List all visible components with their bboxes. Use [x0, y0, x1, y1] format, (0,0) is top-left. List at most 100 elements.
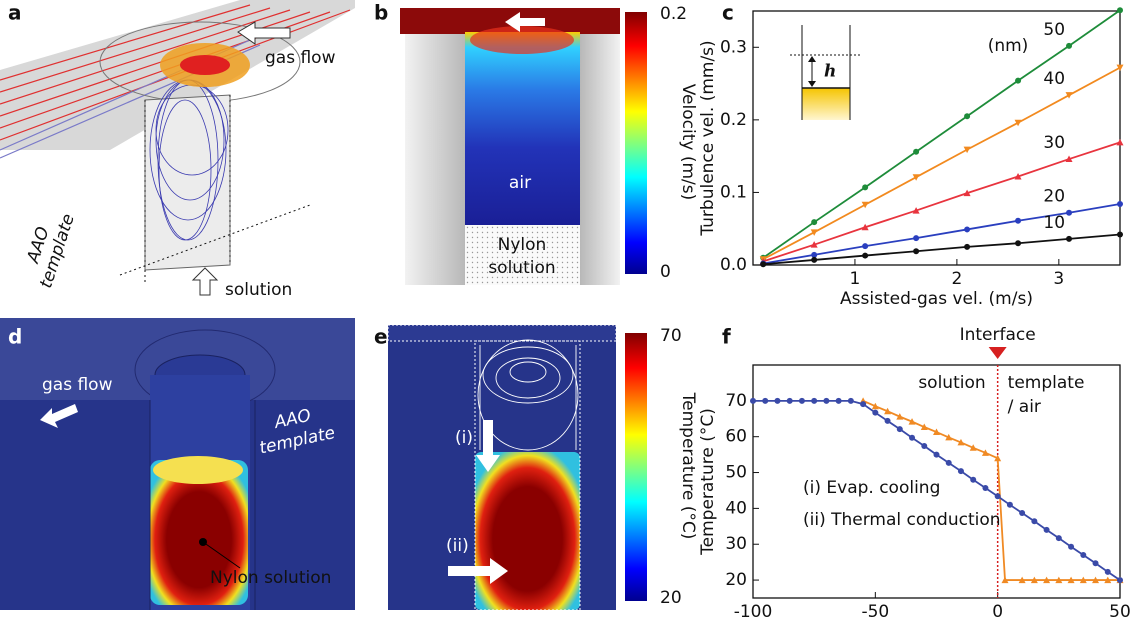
y-axis-label: Temperature (°C)	[698, 408, 718, 556]
series-label: 10	[1043, 213, 1065, 233]
marker	[933, 428, 940, 436]
marker	[1030, 576, 1038, 584]
y-tick-label: 60	[725, 427, 747, 447]
marker	[1014, 119, 1022, 127]
marker	[1079, 576, 1087, 584]
marker	[896, 413, 904, 420]
marker	[964, 113, 971, 120]
x-axis-label: Assisted-gas vel. (m/s)	[840, 289, 1033, 309]
marker	[994, 454, 1002, 462]
x-tick-label: 3	[1053, 269, 1064, 289]
flow-arrow	[40, 404, 78, 428]
marker	[810, 229, 818, 236]
marker	[1092, 576, 1100, 584]
interface-label: Interface	[960, 325, 1036, 345]
marker	[896, 426, 903, 433]
panel-e: (i) (ii) 70 20 Temperature (°C) e	[374, 324, 698, 611]
x-tick-label: 1	[850, 269, 861, 289]
left-label: solution	[918, 373, 985, 393]
flow-label: gas flow	[265, 48, 336, 68]
marker	[762, 397, 769, 404]
legend-label: (ii) Thermal conduction	[803, 510, 1001, 530]
series-line	[763, 233, 1121, 266]
marker	[810, 241, 818, 248]
x-tick-label: 50	[1109, 602, 1131, 620]
panel-label: f	[722, 325, 731, 349]
arrow-ii	[448, 558, 508, 584]
marker	[871, 402, 879, 410]
colorbar	[625, 12, 647, 274]
series-line	[762, 9, 1121, 259]
right-label: template	[1008, 373, 1085, 393]
marker	[1065, 92, 1073, 99]
marker	[861, 201, 869, 209]
meniscus	[153, 456, 243, 484]
series-label: 40	[1043, 69, 1065, 89]
solution-label: Nylon solution	[210, 568, 331, 588]
pore-outline	[474, 340, 581, 611]
colorbar-label: Velocity (m/s)	[678, 84, 698, 201]
marker	[1043, 526, 1050, 533]
inset-label: h	[824, 62, 836, 82]
y-tick-label: 20	[725, 570, 747, 590]
marker	[970, 476, 977, 483]
y-tick-label: 0.1	[720, 182, 747, 202]
inset: h	[790, 25, 862, 120]
marker	[912, 207, 920, 214]
streamlines	[477, 339, 579, 451]
inlet-arrow	[191, 267, 219, 296]
marker	[969, 444, 977, 451]
marker	[835, 397, 842, 404]
flow-label: gas flow	[42, 375, 113, 395]
marker	[913, 248, 920, 255]
marker	[884, 407, 892, 415]
marker	[963, 146, 971, 154]
marker	[823, 397, 830, 404]
y-tick-label: 0.3	[720, 37, 747, 57]
marker	[912, 174, 920, 181]
colorbar-min: 20	[660, 588, 682, 608]
marker	[1092, 560, 1099, 567]
marker	[786, 397, 793, 404]
flow-arrow	[505, 12, 545, 32]
marker	[1066, 235, 1073, 242]
inlet-label: solution	[225, 280, 292, 300]
panel-label: c	[722, 1, 734, 25]
hot-region	[475, 452, 580, 610]
marker	[811, 397, 818, 404]
marker	[1055, 535, 1062, 542]
marker	[1019, 510, 1026, 517]
marker	[1001, 576, 1009, 584]
arrow-ii-label: (ii)	[446, 536, 469, 556]
marker	[1080, 551, 1087, 558]
colorbar-max: 70	[660, 326, 682, 346]
marker	[1014, 172, 1022, 180]
marker	[750, 397, 756, 404]
marker	[945, 459, 952, 466]
panel-label: d	[8, 325, 22, 349]
colorbar-min: 0	[660, 262, 671, 282]
panel-label: b	[374, 1, 388, 25]
marker	[1117, 201, 1123, 208]
marker	[964, 243, 971, 250]
series-label: 30	[1043, 133, 1065, 153]
series-label: 50	[1043, 20, 1065, 40]
pointer	[202, 541, 241, 569]
marker	[1116, 64, 1124, 72]
marker	[981, 449, 989, 456]
marker	[1043, 576, 1051, 584]
panel-label: e	[374, 325, 388, 349]
marker	[921, 443, 928, 450]
marker	[913, 148, 920, 155]
marker	[862, 184, 869, 191]
series-line	[762, 66, 1121, 260]
colorbar-label: Temperature (°C)	[678, 392, 698, 540]
marker	[811, 251, 818, 258]
y-tick-label: 70	[725, 391, 747, 411]
marker	[963, 189, 971, 197]
plot-frame	[752, 364, 1121, 599]
marker	[774, 397, 781, 404]
solution-region	[465, 225, 580, 285]
gas-channel	[387, 324, 617, 342]
